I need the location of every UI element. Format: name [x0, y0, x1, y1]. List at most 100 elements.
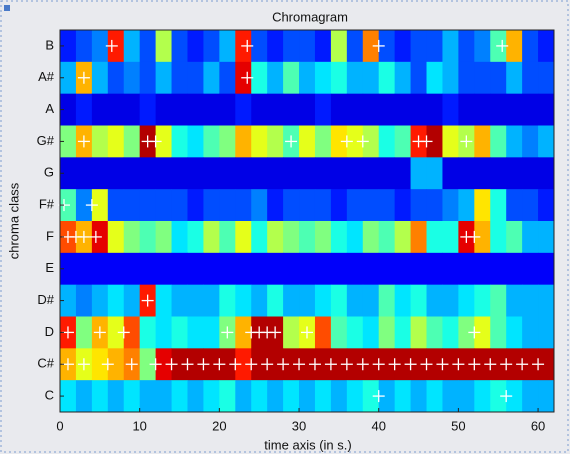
heatmap-cell: [219, 380, 236, 413]
heatmap-cell: [378, 316, 396, 349]
heatmap-cell: [155, 284, 172, 317]
heatmap-cell: [235, 284, 252, 317]
peak-marker: [516, 358, 529, 371]
peak-marker: [181, 358, 194, 371]
heatmap-cell: [187, 252, 204, 286]
heatmap-cell: [60, 61, 77, 95]
heatmap-cell: [155, 61, 172, 95]
heatmap-cell: [235, 348, 252, 381]
heatmap-cell: [474, 30, 491, 63]
heatmap-cell: [490, 125, 507, 158]
peak-marker: [308, 358, 321, 371]
heatmap-cell: [123, 316, 141, 349]
heatmap-cell: [490, 316, 507, 349]
heatmap-cell: [522, 221, 539, 254]
heatmap-cell: [107, 125, 125, 158]
heatmap-cell: [538, 316, 555, 349]
heatmap-cell: [219, 61, 236, 95]
heatmap-cell: [394, 189, 411, 222]
heatmap-cell: [378, 221, 396, 254]
heatmap-cell: [394, 125, 411, 158]
heatmap-cell: [107, 380, 125, 413]
heatmap-cell: [314, 61, 332, 95]
heatmap-cell: [187, 30, 204, 63]
heatmap-cell: [410, 284, 427, 317]
peak-marker: [241, 39, 254, 52]
heatmap-cell: [346, 189, 364, 222]
heatmap-cell: [219, 189, 236, 222]
heatmap-cell: [171, 189, 188, 222]
heatmap-cell: [314, 284, 332, 317]
heatmap-cell: [410, 61, 427, 95]
heatmap-cell: [299, 93, 316, 126]
y-axis-label: chroma class: [6, 182, 21, 259]
heatmap-cell: [251, 252, 268, 286]
heatmap-cell: [410, 380, 427, 413]
y-tick-label: C#: [37, 356, 54, 371]
heatmap-cell: [362, 157, 380, 190]
heatmap-cell: [506, 125, 523, 158]
y-tick-label: G#: [37, 133, 55, 148]
heatmap-cell: [203, 221, 220, 254]
peak-marker: [404, 358, 417, 371]
heatmap-cell: [219, 157, 236, 190]
heatmap-cell: [91, 125, 109, 158]
heatmap-cell: [107, 316, 125, 349]
heatmap-cell: [506, 30, 523, 63]
heatmap-cell: [538, 125, 555, 158]
heatmap-cell: [394, 221, 411, 254]
heatmap-cell: [187, 189, 204, 222]
heatmap-cell: [299, 61, 316, 95]
heatmap-cell: [522, 316, 539, 349]
heatmap-cell: [378, 93, 396, 126]
x-axis-label: time axis (in s.): [264, 437, 351, 452]
heatmap-cell: [346, 252, 364, 286]
heatmap-cell: [123, 189, 141, 222]
heatmap-cell: [267, 284, 284, 317]
heatmap-cell: [251, 30, 268, 63]
heatmap-cell: [362, 61, 380, 95]
heatmap-cell: [506, 252, 523, 286]
heatmap-cell: [219, 252, 236, 286]
heatmap-cell: [299, 348, 316, 381]
peak-marker: [85, 199, 98, 212]
peak-marker: [468, 230, 481, 243]
heatmap-cell: [522, 93, 539, 126]
heatmap-cell: [330, 380, 348, 413]
heatmap-cell: [490, 348, 507, 381]
heatmap-cell: [123, 284, 141, 317]
heatmap-cell: [60, 380, 77, 413]
heatmap-cell: [203, 252, 220, 286]
heatmap-cell: [155, 30, 172, 63]
x-tick-label: 20: [212, 418, 226, 433]
peak-marker: [221, 326, 234, 339]
peak-marker: [77, 230, 90, 243]
y-tick-label: E: [45, 260, 54, 275]
heatmap-cell: [314, 189, 332, 222]
heatmap-cell: [187, 221, 204, 254]
heatmap-cell: [474, 125, 491, 158]
peak-marker: [372, 39, 385, 52]
heatmap-cell: [394, 93, 411, 126]
heatmap-cell: [171, 61, 188, 95]
peak-marker: [165, 358, 178, 371]
heatmap-cell: [267, 30, 284, 63]
peak-marker: [532, 358, 545, 371]
heatmap-cell: [251, 189, 268, 222]
heatmap-cell: [267, 93, 284, 126]
heatmap-cell: [330, 61, 348, 95]
heatmap-cell: [362, 316, 380, 349]
y-tick-label: F: [46, 228, 54, 243]
peak-marker: [261, 358, 274, 371]
heatmap-cell: [330, 189, 348, 222]
heatmap-cell: [474, 284, 491, 317]
heatmap-cell: [123, 252, 141, 286]
heatmap-cell: [171, 348, 188, 381]
y-tick-label: A: [45, 101, 54, 116]
heatmap-cell: [203, 93, 220, 126]
heatmap-cell: [362, 380, 380, 413]
heatmap-cell: [107, 221, 125, 254]
heatmap-cell: [91, 189, 109, 222]
